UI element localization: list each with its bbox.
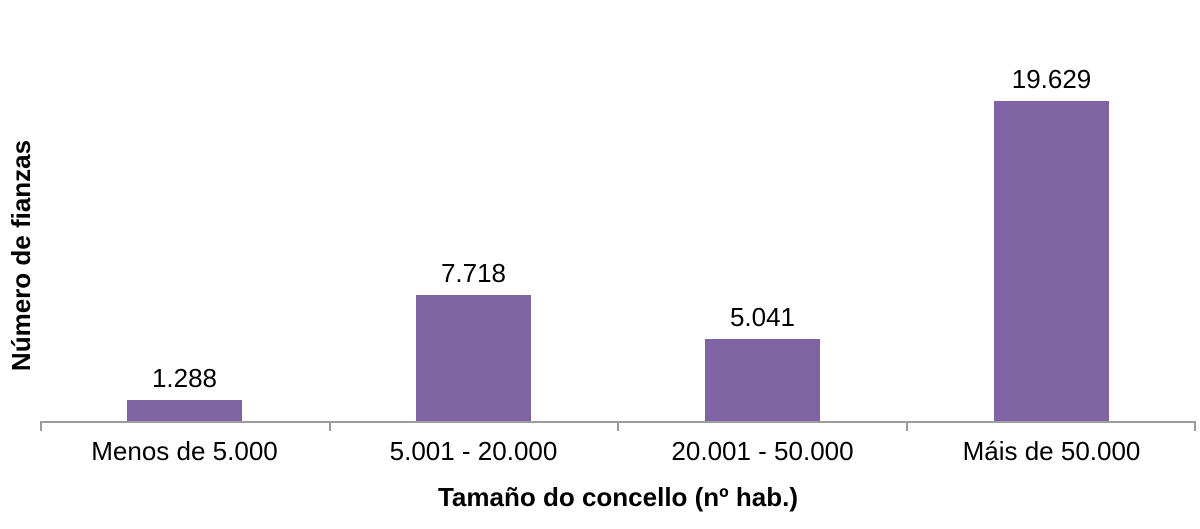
x-category-label: Menos de 5.000 [91, 436, 278, 466]
x-category-label: Máis de 50.000 [962, 436, 1141, 466]
bar-group: 7.718 [329, 0, 618, 421]
x-axis-title: Tamaño do concello (nº hab.) [437, 482, 799, 512]
bar-value-label: 19.629 [1011, 64, 1092, 94]
bar-value-label: 5.041 [729, 302, 796, 332]
bar [993, 101, 1110, 421]
x-axis-category-labels: Menos de 5.000 5.001 - 20.000 20.001 - 50.… [40, 436, 1196, 466]
bar-value-label: 1.288 [151, 363, 218, 393]
bar [415, 295, 532, 421]
x-category-label: 5.001 - 20.000 [389, 436, 558, 466]
axis-tick [328, 423, 618, 431]
axis-tick [905, 423, 1195, 431]
bar-group: 1.288 [40, 0, 329, 421]
bar-value-label: 7.718 [440, 258, 507, 288]
bar-group: 19.629 [907, 0, 1196, 421]
y-axis-title: Número de fianzas [6, 139, 37, 372]
x-axis-line [40, 421, 1196, 431]
bar [704, 339, 821, 421]
plot-area: 1.288 7.718 5.041 19.629 [40, 0, 1196, 421]
axis-tick [617, 423, 906, 431]
bar [126, 400, 243, 421]
axis-tick [40, 423, 329, 431]
y-axis-title-box: Número de fianzas [0, 90, 44, 421]
bar-group: 5.041 [618, 0, 907, 421]
x-category-label: 20.001 - 50.000 [671, 436, 854, 466]
